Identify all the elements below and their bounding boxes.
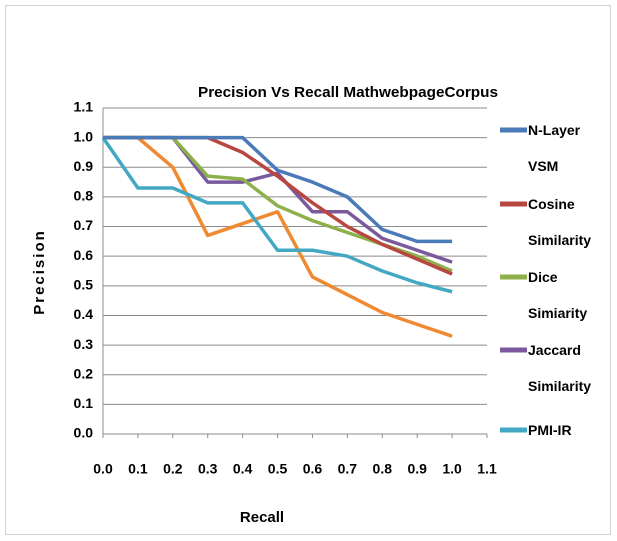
y-tick-label: 0.0 bbox=[74, 425, 94, 441]
y-tick-label: 0.5 bbox=[74, 277, 94, 293]
y-tick-label: 0.7 bbox=[74, 217, 94, 233]
series-line bbox=[103, 135, 453, 264]
y-tick-label: 0.6 bbox=[74, 247, 94, 263]
y-tick-label: 0.9 bbox=[74, 158, 94, 174]
y-tick-label: 1.1 bbox=[74, 99, 94, 115]
x-tick-label: 0.6 bbox=[303, 461, 323, 477]
chart-border bbox=[5, 5, 611, 535]
legend-label: Cosine Similarity bbox=[528, 196, 592, 248]
chart-title: Precision Vs Recall MathwebpageCorpus bbox=[198, 84, 498, 101]
x-tick-label: 0.2 bbox=[163, 461, 183, 477]
x-tick-label: 0.9 bbox=[407, 461, 427, 477]
legend-label: Dice Simiarity bbox=[528, 269, 588, 321]
legend-label: PMI-IR bbox=[528, 422, 572, 438]
y-axis-label: Precision bbox=[31, 229, 48, 315]
y-tick-label: 0.3 bbox=[74, 336, 94, 352]
legend-label: N-Layer VSM bbox=[528, 122, 581, 174]
x-tick-label: 1.1 bbox=[477, 461, 497, 477]
x-tick-label: 0.7 bbox=[338, 461, 358, 477]
x-axis-label: Recall bbox=[240, 509, 284, 526]
y-tick-label: 0.8 bbox=[74, 188, 94, 204]
y-tick-label: 0.4 bbox=[74, 306, 94, 322]
x-tick-label: 0.5 bbox=[268, 461, 288, 477]
x-tick-label: 0.3 bbox=[198, 461, 218, 477]
y-tick-label: 0.2 bbox=[74, 365, 94, 381]
legend-label: Jaccard Similarity bbox=[528, 342, 592, 394]
x-tick-label: 0.0 bbox=[93, 461, 113, 477]
y-tick-label: 0.1 bbox=[74, 395, 94, 411]
x-tick-label: 0.1 bbox=[128, 461, 148, 477]
x-tick-label: 1.0 bbox=[442, 461, 462, 477]
x-tick-label: 0.4 bbox=[233, 461, 253, 477]
series-line bbox=[103, 135, 453, 338]
x-tick-label: 0.8 bbox=[373, 461, 393, 477]
series-line bbox=[103, 135, 453, 244]
y-tick-label: 1.0 bbox=[74, 128, 94, 144]
series-line bbox=[101, 136, 453, 294]
